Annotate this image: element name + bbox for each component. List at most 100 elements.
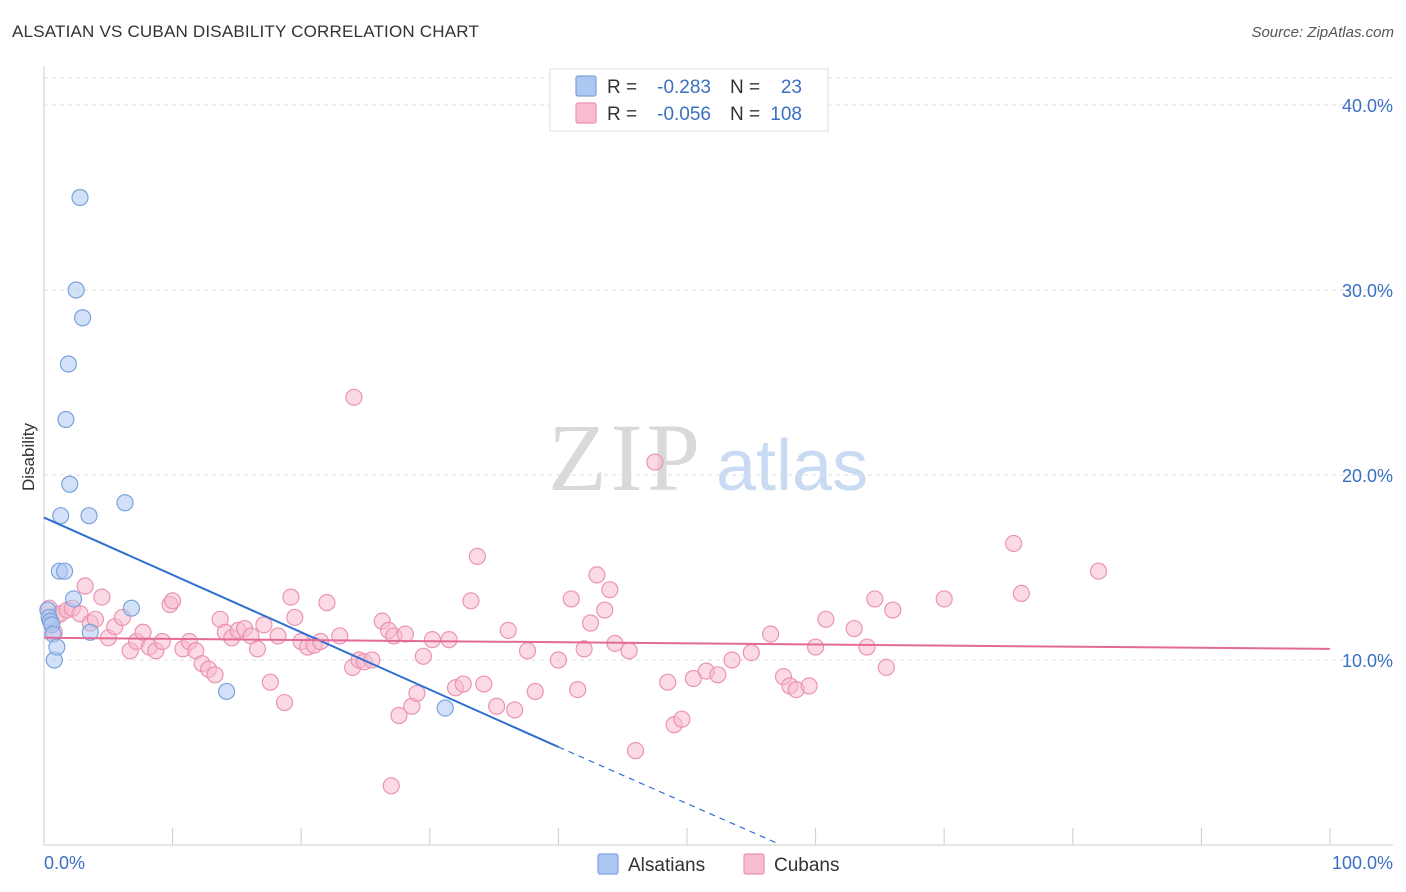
cuban-point-108 bbox=[345, 388, 363, 406]
cuban-point-106 bbox=[1012, 584, 1030, 603]
y-tick-labels: 10.0% 20.0% 30.0% 40.0% bbox=[1342, 96, 1393, 671]
cuban-point-81 bbox=[620, 642, 638, 660]
stats-legend: R = -0.283 N = 23 R = -0.056 N = 108 bbox=[549, 68, 829, 132]
alsatian-point-8 bbox=[52, 507, 70, 525]
legend-swatch-alsatians bbox=[575, 75, 597, 97]
cuban-point-22 bbox=[164, 592, 182, 610]
cuban-point-58 bbox=[408, 684, 426, 702]
cuban-trend-line bbox=[43, 636, 1331, 650]
cuban-point-83 bbox=[646, 453, 664, 471]
chart-title: ALSATIAN VS CUBAN DISABILITY CORRELATION… bbox=[12, 22, 480, 41]
alsatian-point-18 bbox=[81, 623, 99, 641]
cuban-point-90 bbox=[723, 651, 741, 669]
cuban-point-64 bbox=[462, 592, 480, 610]
cuban-point-104 bbox=[935, 590, 953, 608]
cuban-point-37 bbox=[261, 673, 279, 691]
y-tick-label-30: 30.0% bbox=[1342, 281, 1393, 301]
cuban-point-107 bbox=[1089, 562, 1108, 580]
trend-lines bbox=[43, 516, 1331, 844]
alsatian-point-21 bbox=[218, 682, 236, 701]
cuban-point-74 bbox=[569, 680, 587, 699]
cuban-point-103 bbox=[884, 601, 902, 619]
cuban-point-89 bbox=[709, 666, 727, 684]
cuban-point-39 bbox=[275, 693, 294, 712]
legend-n-label-alsatians: N = bbox=[730, 77, 760, 98]
alsatian-point-22 bbox=[436, 699, 454, 717]
alsatian-point-11 bbox=[59, 355, 78, 373]
alsatian-point-14 bbox=[67, 281, 85, 299]
cuban-point-69 bbox=[506, 701, 524, 719]
cuban-point-60 bbox=[423, 631, 441, 649]
alsatian-point-17 bbox=[80, 507, 98, 525]
cuban-point-61 bbox=[440, 631, 458, 649]
legend-r-label-alsatians: R = bbox=[607, 77, 637, 98]
series-legend-swatch-alsatians bbox=[597, 853, 619, 875]
alsatian-point-19 bbox=[116, 494, 134, 512]
series-legend: Alsatians Cubans bbox=[597, 853, 840, 876]
legend-r-value-alsatians: -0.283 bbox=[657, 77, 711, 98]
cuban-point-98 bbox=[817, 610, 835, 628]
alsatian-point-15 bbox=[71, 188, 89, 207]
legend-n-value-cubans: 108 bbox=[770, 104, 802, 125]
x-tick-label-max: 100.0% bbox=[1332, 853, 1393, 873]
cuban-point-99 bbox=[845, 619, 863, 638]
cuban-point-92 bbox=[761, 625, 780, 643]
cuban-point-109 bbox=[382, 777, 400, 795]
cuban-point-91 bbox=[742, 643, 760, 662]
legend-r-label-cubans: R = bbox=[607, 104, 637, 125]
cuban-point-55 bbox=[390, 706, 408, 725]
cuban-point-70 bbox=[518, 642, 537, 660]
cuban-point-38 bbox=[269, 627, 287, 645]
cuban-point-105 bbox=[1005, 534, 1023, 553]
cuban-point-86 bbox=[673, 710, 691, 728]
cuban-point-78 bbox=[596, 601, 614, 619]
cuban-point-75 bbox=[575, 640, 593, 658]
alsatian-point-10 bbox=[57, 410, 75, 429]
y-axis-title: Disability bbox=[19, 422, 38, 491]
cuban-point-102 bbox=[877, 658, 895, 677]
series-legend-label-cubans: Cubans bbox=[774, 855, 840, 876]
y-tick-label-10: 10.0% bbox=[1342, 651, 1393, 671]
cuban-point-97 bbox=[806, 638, 825, 656]
cuban-point-72 bbox=[549, 651, 568, 669]
legend-n-value-alsatians: 23 bbox=[781, 77, 802, 98]
cuban-point-65 bbox=[468, 547, 486, 566]
cuban-point-20 bbox=[153, 632, 171, 651]
chart-source: Source: ZipAtlas.com bbox=[1251, 24, 1394, 41]
cuban-point-96 bbox=[800, 677, 818, 695]
cuban-point-41 bbox=[286, 608, 304, 627]
cuban-point-28 bbox=[206, 666, 224, 684]
cuban-point-59 bbox=[414, 647, 432, 665]
cuban-point-71 bbox=[526, 682, 544, 701]
alsatian-point-16 bbox=[73, 309, 92, 327]
legend-swatch-cubans bbox=[575, 102, 597, 124]
cuban-point-84 bbox=[659, 673, 677, 691]
cuban-point-68 bbox=[499, 621, 517, 640]
cuban-point-87 bbox=[684, 669, 703, 688]
cuban-point-77 bbox=[588, 566, 606, 584]
cuban-point-66 bbox=[475, 675, 493, 693]
watermark-zip: ZIP bbox=[548, 404, 704, 511]
legend-n-label-cubans: N = bbox=[730, 104, 760, 125]
cuban-point-11 bbox=[93, 588, 111, 606]
y-tick-label-20: 20.0% bbox=[1342, 466, 1393, 486]
cuban-point-47 bbox=[331, 627, 349, 645]
cuban-point-40 bbox=[282, 588, 300, 606]
alsatian-point-20 bbox=[122, 599, 141, 617]
alsatian-point-12 bbox=[61, 475, 79, 493]
cuban-point-67 bbox=[488, 697, 506, 715]
cuban-point-100 bbox=[858, 638, 876, 656]
cuban-point-46 bbox=[318, 594, 336, 612]
alsatian-point-9 bbox=[55, 562, 74, 580]
cuban-point-8 bbox=[76, 577, 94, 595]
cuban-point-76 bbox=[581, 614, 600, 632]
cuban-point-73 bbox=[562, 590, 580, 608]
alsatian-trend-extension bbox=[558, 746, 778, 844]
cuban-point-35 bbox=[248, 640, 267, 658]
cuban-point-79 bbox=[601, 581, 619, 599]
x-tick-label-min: 0.0% bbox=[44, 853, 85, 873]
series-legend-swatch-cubans bbox=[743, 853, 765, 875]
cuban-point-101 bbox=[866, 590, 884, 608]
y-tick-label-40: 40.0% bbox=[1342, 96, 1393, 116]
cuban-point-56 bbox=[396, 625, 414, 643]
